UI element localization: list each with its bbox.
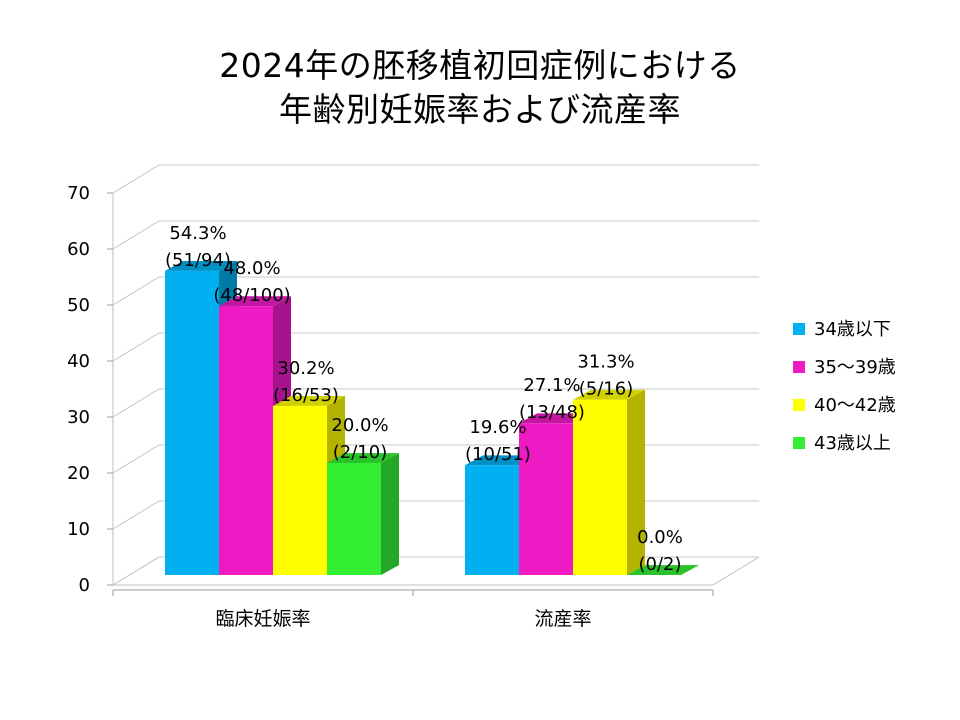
bar-top: [165, 261, 237, 271]
data-label-0-1-0: 48.0%: [223, 258, 280, 279]
y-tick-label-10: 10: [67, 519, 90, 540]
bars: [165, 261, 699, 575]
chart-title: 2024年の胚移植初回症例における 年齢別妊娠率および流産率: [0, 44, 960, 132]
y-tick-label-20: 20: [67, 463, 90, 484]
data-label-1-0-0: 19.6%: [469, 417, 526, 438]
bar-top: [573, 389, 645, 400]
bar-front: [573, 399, 627, 575]
x-category-label-0: 臨床妊娠率: [215, 608, 310, 630]
gridline-40: [112, 332, 759, 362]
y-tick-label-0: 0: [79, 575, 90, 596]
bar-front: [219, 306, 273, 575]
data-label-1-0-1: (10/51): [465, 444, 531, 465]
legend-label-3: 43歳以上: [814, 433, 891, 454]
y-tick-label-50: 50: [67, 295, 90, 316]
data-label-1-1-1: (13/48): [519, 402, 585, 423]
legend-label-0: 34歳以下: [814, 319, 891, 340]
y-tick-label-70: 70: [67, 183, 90, 204]
bar-1-2: [573, 389, 645, 575]
y-tick-label-40: 40: [67, 351, 90, 372]
data-label-0-2-1: (16/53): [273, 385, 339, 406]
bar-1-3: [627, 565, 699, 575]
legend-label-2: 40～42歳: [814, 395, 896, 416]
x-category-label-1: 流産率: [534, 608, 591, 630]
bar-front: [327, 463, 381, 575]
floor-right-edge: [712, 556, 760, 586]
bar-top: [627, 565, 699, 575]
data-label-1-3-1: (0/2): [638, 554, 681, 575]
data-labels: 54.3% (51/94)48.0% (48/100) 30.2% (16/53) 20.…: [165, 223, 683, 575]
bar-top: [327, 453, 399, 463]
legend-swatch-2: [793, 399, 805, 411]
legend-swatch-1: [793, 361, 805, 373]
data-label-0-3-1: (2/10): [333, 442, 387, 463]
data-label-1-2-1: (5/16): [579, 379, 633, 400]
legend-label-1: 35～39歳: [814, 357, 896, 378]
legend-swatch-0: [793, 323, 805, 335]
data-label-0-3-0: 20.0%: [331, 415, 388, 436]
gridline-60: [112, 220, 759, 250]
legend-swatch-3: [793, 437, 805, 449]
bar-front: [165, 270, 219, 575]
bar-top: [219, 296, 291, 307]
bar-front: [465, 465, 519, 575]
data-label-1-1-0: 27.1%: [523, 375, 580, 396]
data-label-0-2-0: 30.2%: [277, 358, 334, 379]
data-label-1-2-0: 31.3%: [577, 352, 634, 373]
bar-side: [381, 453, 399, 575]
gridline-50: [112, 276, 759, 306]
bar-side: [627, 389, 645, 575]
chart-title-line-2: 年齢別妊娠率および流産率: [279, 90, 681, 129]
y-tick-label-30: 30: [67, 407, 90, 428]
data-label-0-0-1: (51/94): [165, 250, 231, 271]
bar-front: [519, 423, 573, 575]
data-label-1-3-0: 0.0%: [637, 527, 683, 548]
axes: 0 10 20 30 40 50 60 70 臨床妊娠率 流産率: [67, 183, 714, 630]
data-label-0-0-0: 54.3%: [169, 223, 226, 244]
legend: 34歳以下 35～39歳 40～42歳 43歳以上: [793, 319, 896, 454]
gridline-30: [112, 388, 759, 418]
y-tick-label-60: 60: [67, 239, 90, 260]
chart-title-line-1: 2024年の胚移植初回症例における: [219, 46, 741, 85]
bar-top: [273, 395, 345, 406]
data-label-0-1-1: (48/100): [213, 285, 290, 306]
bar-front: [273, 405, 327, 575]
gridline-70: [112, 164, 759, 194]
bar-0-3: [327, 453, 399, 575]
